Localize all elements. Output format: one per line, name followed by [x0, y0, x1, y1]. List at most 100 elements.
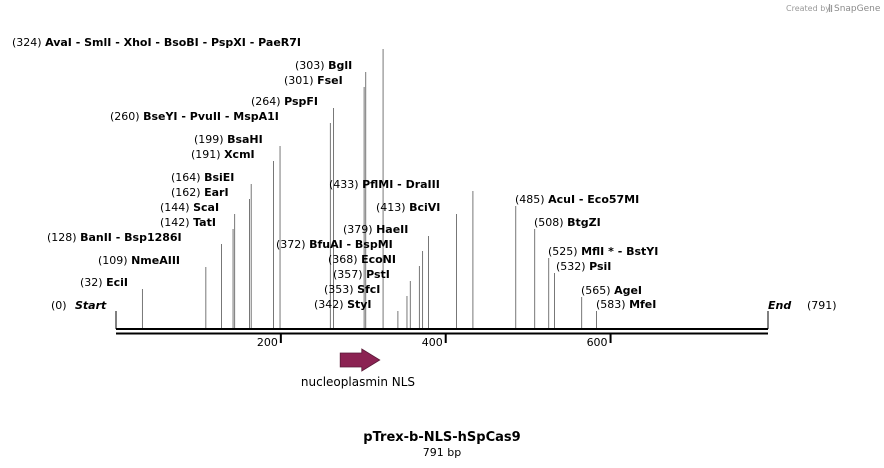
- site-label-text[interactable]: (324) AvaI - SmlI - XhoI - BsoBI - PspXI…: [12, 36, 301, 49]
- site-label-text[interactable]: (368) EcoNI: [328, 253, 396, 266]
- enzyme-name[interactable]: AvaI: [45, 36, 72, 49]
- site-label[interactable]: (433) PflMI - DraIII: [329, 178, 440, 191]
- site-label[interactable]: (353) SfcI: [324, 283, 380, 296]
- site-label-text[interactable]: (199) BsaHI: [194, 133, 263, 146]
- site-label-text[interactable]: (525) MflI * - BstYI: [548, 245, 658, 258]
- enzyme-name[interactable]: AgeI: [614, 284, 642, 297]
- enzyme-name[interactable]: BciVI: [409, 201, 440, 214]
- site-label[interactable]: (532) PsiI: [556, 260, 611, 273]
- site-label-text[interactable]: (357) PstI: [333, 268, 390, 281]
- enzyme-name[interactable]: EciI: [106, 276, 128, 289]
- site-position: (532): [556, 260, 589, 273]
- site-label[interactable]: (303) BglI: [295, 59, 352, 72]
- site-label[interactable]: (32) EciI: [80, 276, 128, 289]
- site-label-text[interactable]: (532) PsiI: [556, 260, 611, 273]
- site-label[interactable]: (191) XcmI: [191, 148, 255, 161]
- enzyme-name[interactable]: FseI: [317, 74, 343, 87]
- site-label-text[interactable]: (301) FseI: [284, 74, 343, 87]
- site-label[interactable]: (324) AvaI - SmlI - XhoI - BsoBI - PspXI…: [12, 36, 301, 49]
- site-label-text[interactable]: (413) BciVI: [376, 201, 440, 214]
- enzyme-name[interactable]: AcuI: [548, 193, 575, 206]
- enzyme-name[interactable]: EarI: [204, 186, 228, 199]
- site-label[interactable]: (379) HaeII: [343, 223, 408, 236]
- site-label[interactable]: (301) FseI: [284, 74, 343, 87]
- enzyme-name[interactable]: BspMI: [355, 238, 393, 251]
- enzyme-name[interactable]: Bsp1286I: [124, 231, 182, 244]
- site-label-text[interactable]: (32) EciI: [80, 276, 128, 289]
- enzyme-name[interactable]: BanII: [80, 231, 112, 244]
- site-label-text[interactable]: (144) ScaI: [160, 201, 219, 214]
- enzyme-name[interactable]: BstYI: [626, 245, 658, 258]
- enzyme-name[interactable]: SmlI: [84, 36, 111, 49]
- site-label[interactable]: (162) EarI: [171, 186, 229, 199]
- enzyme-name[interactable]: XcmI: [224, 148, 255, 161]
- enzyme-name[interactable]: BsaHI: [227, 133, 263, 146]
- enzyme-name[interactable]: MfeI: [629, 298, 656, 311]
- site-label-text[interactable]: (353) SfcI: [324, 283, 380, 296]
- site-label-text[interactable]: (164) BsiEI: [171, 171, 234, 184]
- site-label-text[interactable]: (162) EarI: [171, 186, 229, 199]
- site-label-text[interactable]: (260) BseYI - PvuII - MspA1I: [110, 110, 279, 123]
- site-label[interactable]: (260) BseYI - PvuII - MspA1I: [110, 110, 279, 123]
- site-label-text[interactable]: (433) PflMI - DraIII: [329, 178, 440, 191]
- enzyme-name[interactable]: PaeR7I: [258, 36, 301, 49]
- site-label[interactable]: (144) ScaI: [160, 201, 219, 214]
- site-label[interactable]: (109) NmeAIII: [98, 254, 180, 267]
- enzyme-name[interactable]: BglI: [328, 59, 352, 72]
- site-label[interactable]: (368) EcoNI: [328, 253, 396, 266]
- enzyme-name[interactable]: DraIII: [406, 178, 440, 191]
- site-label[interactable]: (525) MflI * - BstYI: [548, 245, 658, 258]
- site-label[interactable]: (565) AgeI: [581, 284, 642, 297]
- enzyme-name[interactable]: NmeAIII: [131, 254, 180, 267]
- enzyme-name[interactable]: PsiI: [589, 260, 611, 273]
- feature-arrow[interactable]: [339, 348, 381, 372]
- site-label-text[interactable]: (142) TatI: [160, 216, 216, 229]
- enzyme-name[interactable]: BfuAI: [309, 238, 343, 251]
- enzyme-name[interactable]: BsiEI: [204, 171, 234, 184]
- site-label[interactable]: (164) BsiEI: [171, 171, 234, 184]
- enzyme-name[interactable]: PspXI: [211, 36, 246, 49]
- site-label[interactable]: (199) BsaHI: [194, 133, 263, 146]
- site-label-text[interactable]: (583) MfeI: [596, 298, 656, 311]
- site-label[interactable]: (142) TatI: [160, 216, 216, 229]
- site-label-text[interactable]: (565) AgeI: [581, 284, 642, 297]
- enzyme-name[interactable]: TatI: [193, 216, 216, 229]
- enzyme-name[interactable]: EcoNI: [361, 253, 396, 266]
- enzyme-name[interactable]: PspFI: [284, 95, 318, 108]
- site-label[interactable]: (128) BanII - Bsp1286I: [47, 231, 182, 244]
- enzyme-name[interactable]: PstI: [366, 268, 390, 281]
- site-label[interactable]: (485) AcuI - Eco57MI: [515, 193, 639, 206]
- site-label-text[interactable]: (485) AcuI - Eco57MI: [515, 193, 639, 206]
- site-label-text[interactable]: (128) BanII - Bsp1286I: [47, 231, 182, 244]
- site-label[interactable]: (413) BciVI: [376, 201, 440, 214]
- enzyme-name[interactable]: HaeII: [376, 223, 408, 236]
- site-label[interactable]: (264) PspFI: [251, 95, 318, 108]
- enzyme-name[interactable]: SfcI: [357, 283, 380, 296]
- feature-nucleoplasmin-nls[interactable]: nucleoplasmin NLS: [301, 348, 415, 389]
- enzyme-name[interactable]: PflMI: [362, 178, 393, 191]
- enzyme-name[interactable]: BseYI: [143, 110, 177, 123]
- site-label-text[interactable]: (303) BglI: [295, 59, 352, 72]
- site-label-text[interactable]: (342) StyI: [314, 298, 372, 311]
- site-label-text[interactable]: (191) XcmI: [191, 148, 255, 161]
- enzyme-name[interactable]: StyI: [347, 298, 371, 311]
- enzyme-name[interactable]: ScaI: [193, 201, 219, 214]
- site-label[interactable]: (342) StyI: [314, 298, 372, 311]
- site-label-text[interactable]: (379) HaeII: [343, 223, 408, 236]
- enzyme-name[interactable]: PvuII: [190, 110, 221, 123]
- enzyme-name[interactable]: BtgZI: [567, 216, 601, 229]
- site-label-text[interactable]: (508) BtgZI: [534, 216, 601, 229]
- enzyme-name[interactable]: MflI *: [581, 245, 614, 258]
- enzyme-name[interactable]: XhoI: [124, 36, 152, 49]
- site-label-text[interactable]: (109) NmeAIII: [98, 254, 180, 267]
- site-position: (357): [333, 268, 366, 281]
- site-label-text[interactable]: (264) PspFI: [251, 95, 318, 108]
- site-label[interactable]: (357) PstI: [333, 268, 390, 281]
- site-label[interactable]: (583) MfeI: [596, 298, 656, 311]
- site-label[interactable]: (372) BfuAI - BspMI: [276, 238, 393, 251]
- site-label[interactable]: (508) BtgZI: [534, 216, 601, 229]
- site-label-text[interactable]: (372) BfuAI - BspMI: [276, 238, 393, 251]
- enzyme-name[interactable]: Eco57MI: [587, 193, 639, 206]
- enzyme-name[interactable]: MspA1I: [233, 110, 279, 123]
- enzyme-name[interactable]: BsoBI: [164, 36, 199, 49]
